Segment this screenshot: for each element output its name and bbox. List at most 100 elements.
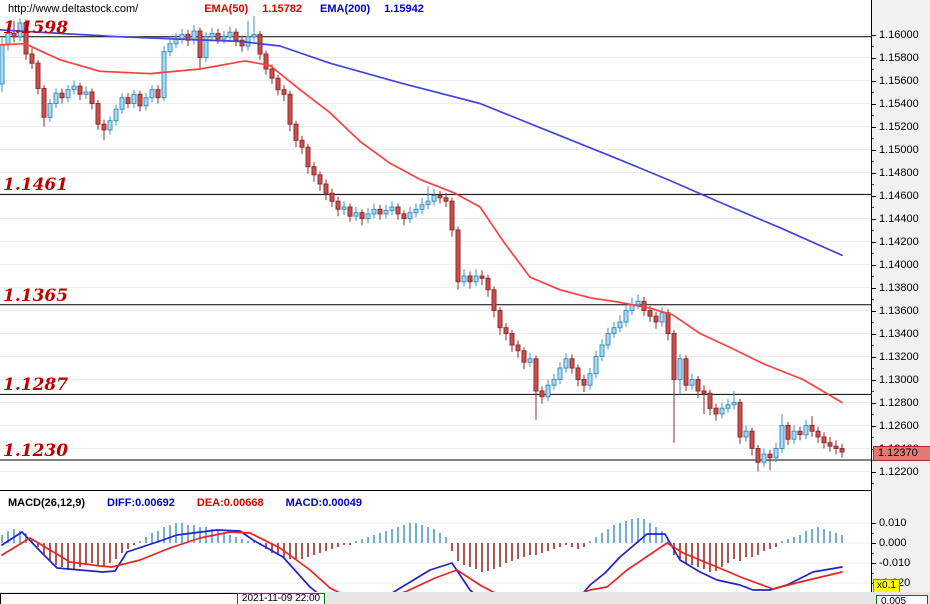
axis-tick — [872, 523, 876, 524]
axis-tick — [872, 92, 874, 93]
axis-tick — [872, 543, 876, 544]
axis-tick — [872, 310, 876, 312]
axis-label: 1.13800 — [879, 281, 919, 294]
axis-tick — [872, 253, 874, 254]
axis-tick — [872, 149, 876, 151]
axis-tick — [872, 322, 874, 323]
axis-label: 1.15600 — [879, 74, 919, 87]
price-axis[interactable]: 1.12370 x0.1 1.16000 1.15800 1.15600 1.1540… — [871, 0, 930, 604]
axis-tick — [872, 391, 874, 392]
axis-tick — [872, 195, 876, 197]
axis-tick — [872, 230, 874, 231]
axis-label: 1.14600 — [879, 189, 919, 202]
axis-tick — [872, 553, 874, 554]
axis-tick — [872, 333, 876, 335]
axis-tick — [872, 69, 874, 70]
level-label: 1.1365 — [3, 285, 69, 306]
axis-label: 1.14400 — [879, 212, 919, 225]
level-label: 1.1461 — [3, 175, 69, 196]
level-label: 1.1287 — [3, 375, 69, 396]
price-chart-canvas[interactable] — [0, 0, 871, 490]
axis-label: 1.12200 — [879, 465, 919, 478]
candlestick-series — [0, 16, 845, 472]
axis-tick — [872, 207, 874, 208]
axis-tick — [872, 34, 876, 36]
axis-tick — [872, 218, 876, 220]
axis-label: 1.13000 — [879, 373, 919, 386]
axis-tick — [872, 264, 876, 266]
ema200-legend-label: EMA(200) — [320, 3, 371, 15]
axis-label: 0.000 — [879, 537, 907, 549]
axis-tick — [872, 368, 874, 369]
axis-tick — [872, 414, 874, 415]
ema50-legend-value: 1.15782 — [262, 3, 302, 15]
axis-tick — [872, 241, 876, 243]
chart-header: http://www.deltastock.com/EMA(50) 1.15782… — [8, 3, 424, 15]
axis-tick — [872, 276, 874, 277]
macd-scale-multiplier-badge: x0.1 — [873, 579, 900, 593]
macd-diff-line — [1, 529, 843, 592]
time-axis-bar[interactable]: 2021-11-09 22:00 0.005 — [0, 592, 930, 604]
macd-gridlines — [0, 522, 871, 584]
axis-tick — [872, 184, 874, 185]
macd-header: MACD(26,12,9) DIFF:0.00692 DEA:0.00668 MACD… — [8, 497, 362, 509]
axis-tick — [872, 80, 876, 82]
macd-chart-canvas[interactable] — [0, 490, 871, 592]
axis-label: 1.14800 — [879, 166, 919, 179]
panel-divider-line — [0, 490, 930, 491]
axis-tick — [872, 356, 876, 358]
axis-label: 1.12800 — [879, 396, 919, 409]
axis-tick — [872, 115, 874, 116]
axis-tick — [872, 161, 874, 162]
timestamp-label: 2021-11-09 22:00 — [237, 593, 325, 604]
clipped-value-box: 0.005 — [876, 595, 928, 604]
macd-dea-line — [1, 531, 843, 592]
axis-label: 1.16000 — [879, 28, 919, 41]
level-lines — [0, 36, 871, 461]
ema200-legend-value: 1.15942 — [384, 3, 424, 15]
axis-label: 1.13400 — [879, 327, 919, 340]
axis-tick — [872, 483, 874, 484]
axis-tick — [872, 126, 876, 128]
axis-tick — [872, 573, 874, 574]
axis-tick — [872, 103, 876, 105]
axis-tick — [872, 287, 876, 289]
macd-hist-value: MACD:0.00049 — [285, 497, 362, 509]
macd-diff-value: DIFF:0.00692 — [107, 497, 175, 509]
axis-tick — [872, 46, 874, 47]
current-price-badge: 1.12370 — [873, 446, 930, 461]
axis-label: 1.15200 — [879, 120, 919, 133]
axis-label: -0.010 — [879, 557, 911, 569]
axis-label: 1.15400 — [879, 97, 919, 110]
axis-label: 1.15800 — [879, 51, 919, 64]
gridlines — [0, 34, 871, 472]
axis-label: 1.14200 — [879, 235, 919, 248]
axis-tick — [872, 533, 874, 534]
axis-tick — [872, 402, 876, 404]
axis-label: 1.13200 — [879, 350, 919, 363]
axis-label: 1.15000 — [879, 143, 919, 156]
axis-label: 1.12600 — [879, 419, 919, 432]
axis-label: 1.13600 — [879, 304, 919, 317]
axis-tick — [872, 138, 874, 139]
macd-dea-value: DEA:0.00668 — [196, 497, 264, 509]
axis-label: 0.010 — [879, 517, 907, 529]
time-axis-empty-box — [0, 593, 238, 604]
ema50-line — [0, 42, 843, 404]
axis-tick — [872, 471, 876, 473]
level-label: 1.1230 — [3, 441, 69, 461]
axis-tick — [872, 425, 876, 427]
macd-histogram — [1, 518, 843, 572]
ema50-legend-label: EMA(50) — [204, 3, 249, 15]
axis-tick — [872, 345, 874, 346]
axis-label: 1.14000 — [879, 258, 919, 271]
axis-tick — [872, 299, 874, 300]
axis-tick — [872, 437, 874, 438]
source-url: http://www.deltastock.com/ — [8, 3, 139, 15]
axis-tick — [872, 172, 876, 174]
ema200-line — [0, 29, 843, 257]
axis-tick — [872, 563, 876, 564]
level-label: 1.1598 — [3, 17, 69, 38]
macd-indicator-label: MACD(26,12,9) — [8, 497, 86, 509]
